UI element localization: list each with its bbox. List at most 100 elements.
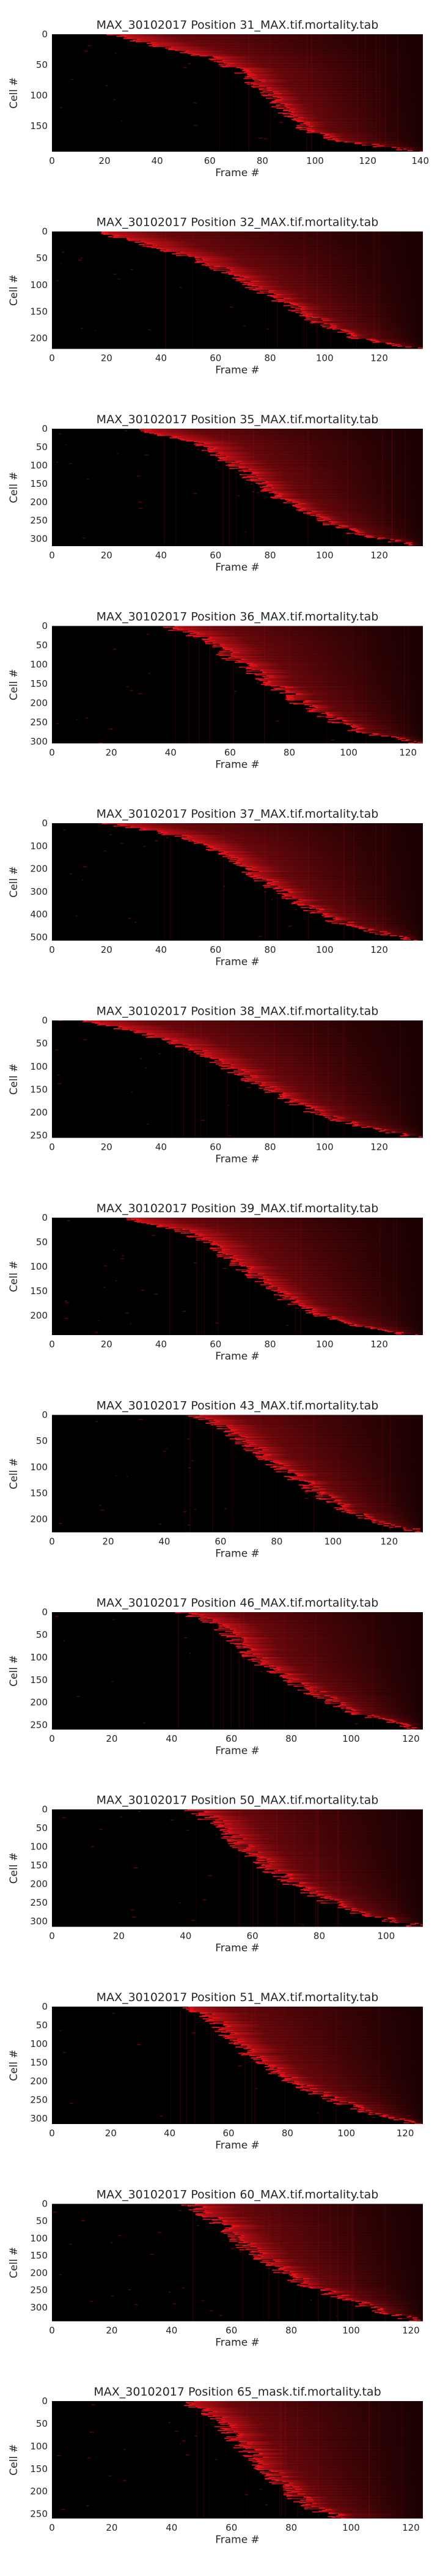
cell-row [264, 1454, 423, 1456]
cell-row [248, 1854, 423, 1856]
cell-onset [295, 506, 301, 508]
cell-row [247, 2243, 423, 2245]
cell-row [313, 1695, 423, 1697]
cell-onset [338, 2514, 343, 2515]
cell-row [277, 2067, 423, 2069]
cell-speckle [233, 690, 237, 692]
cell-row [255, 1081, 423, 1083]
cell-onset [202, 2216, 208, 2218]
cell-row [252, 86, 423, 88]
cell-row [312, 2092, 423, 2094]
cell-row [146, 243, 423, 245]
cell-onset [226, 1640, 233, 1641]
cell-row [384, 1330, 423, 1331]
cell-onset [225, 1630, 231, 1632]
cell-onset [255, 1862, 261, 1864]
cell-onset [262, 671, 266, 673]
cell-row [295, 2277, 423, 2279]
cell-row [218, 457, 423, 458]
cell-onset [354, 926, 362, 928]
cell-onset [193, 2208, 197, 2210]
cell-onset [291, 111, 295, 113]
cell-onset [243, 1646, 247, 1648]
cell-onset [337, 1502, 342, 1504]
cell-onset [196, 1815, 204, 1816]
cell-row [274, 93, 423, 94]
cell-onset [168, 629, 174, 631]
cell-onset [193, 2211, 199, 2212]
cell-onset [205, 2408, 211, 2410]
cell-row [157, 434, 423, 435]
cell-row [246, 667, 423, 668]
cell-onset [377, 1523, 383, 1525]
cell-row [112, 237, 423, 239]
cell-onset [343, 720, 348, 722]
cell-row [298, 905, 423, 906]
cell-row [319, 1314, 423, 1316]
cell-row [222, 66, 423, 68]
cell-onset [257, 2460, 264, 2462]
cell-onset [266, 2262, 271, 2264]
cell-row [208, 1240, 423, 1242]
cell-onset [262, 1661, 269, 1663]
cell-row [123, 36, 423, 38]
cell-speckle [81, 257, 82, 259]
cell-onset [238, 2237, 246, 2238]
cell-row [181, 2204, 423, 2206]
cell-onset [320, 2290, 326, 2291]
cell-onset [219, 458, 224, 460]
cell-onset [180, 52, 185, 54]
cell-row [108, 236, 423, 237]
cell-row [355, 1325, 423, 1327]
cell-speckle [118, 35, 121, 36]
cell-onset [230, 268, 233, 270]
cell-row [218, 2217, 423, 2218]
cell-row [295, 693, 423, 695]
cell-onset [244, 1856, 248, 1857]
cell-onset [263, 1280, 268, 1282]
cell-row [307, 1481, 423, 1482]
cell-row [239, 2434, 423, 2435]
cell-onset [230, 2427, 238, 2428]
cell-onset [371, 1714, 375, 1716]
cell-row [233, 274, 423, 276]
cell-row [258, 483, 423, 485]
cell-onset [201, 2410, 208, 2411]
cell-onset [261, 94, 270, 96]
cell-onset [244, 1445, 251, 1446]
cell-onset [225, 2030, 233, 2032]
cell-row [250, 1075, 423, 1076]
cell-row [358, 534, 423, 536]
cell-row [202, 1621, 423, 1623]
cell-row [259, 871, 423, 872]
cell-row [293, 703, 423, 705]
cell-onset [381, 735, 389, 737]
cell-row [153, 433, 423, 435]
cell-onset [265, 2474, 270, 2476]
cell-row [338, 2514, 423, 2516]
cell-onset [372, 1522, 376, 1523]
cell-row [238, 279, 423, 281]
cell-speckle [168, 2291, 171, 2293]
cell-onset [389, 1720, 395, 1722]
cell-onset [406, 1925, 412, 1926]
cell-onset [228, 273, 233, 275]
cell-onset [189, 1230, 197, 1232]
cell-row [308, 1311, 423, 1313]
cell-speckle [180, 2443, 182, 2445]
cell-row [229, 1264, 423, 1266]
cell-row [219, 2028, 423, 2030]
cell-onset [375, 1916, 382, 1918]
cell-onset [199, 1614, 204, 1616]
cell-onset [200, 1056, 205, 1057]
cell-onset [228, 1832, 234, 1834]
cell-row [350, 334, 423, 335]
cell-onset [283, 109, 287, 111]
cell-row [226, 456, 423, 457]
cell-row [203, 2211, 423, 2213]
cell-row [279, 2074, 423, 2076]
cell-speckle [148, 329, 151, 331]
cell-onset [238, 2444, 243, 2446]
x-tick-label: 80 [265, 944, 276, 955]
cell-row [287, 1881, 423, 1882]
